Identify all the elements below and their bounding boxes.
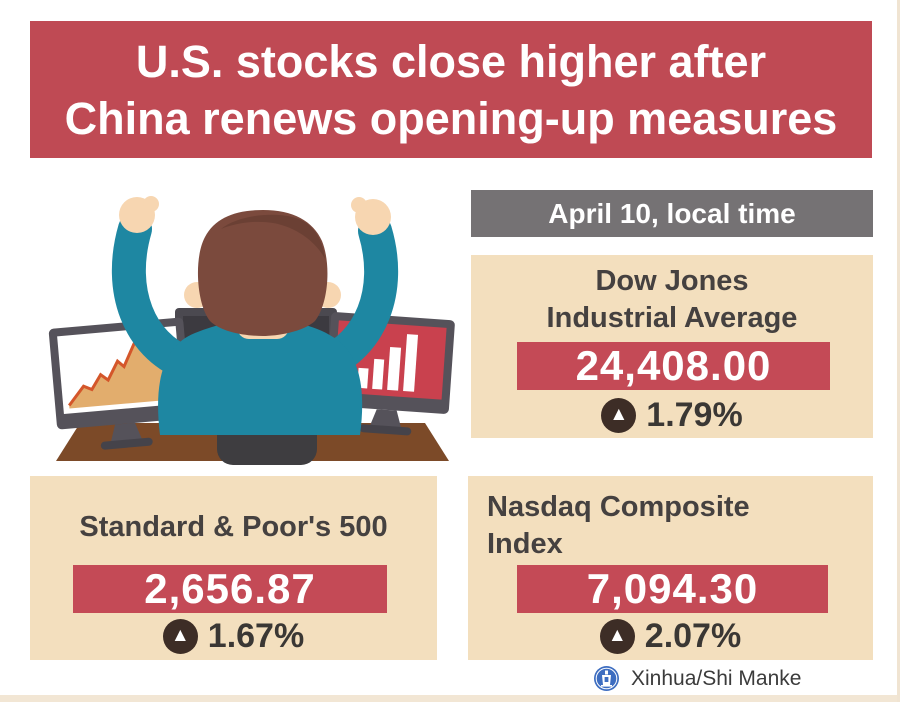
headline-line1: U.S. stocks close higher after [135,35,767,87]
index-value: 24,408.00 [575,342,772,389]
index-value-bar: 24,408.00 [517,342,830,390]
index-change: 1.79% [646,395,743,434]
index-card-dow-jones: Dow Jones Industrial Average 24,408.00 ▲… [471,255,873,438]
index-name: Standard & Poor's 500 [79,511,388,543]
index-change-row: ▲ 2.07% [468,616,873,656]
headline-banner: U.S. stocks close higher after China ren… [30,21,872,158]
right-edge-strip [897,0,900,702]
up-arrow-icon: ▲ [162,618,198,654]
trader-illustration [48,196,455,465]
date-label: April 10, local time [548,197,796,229]
index-card-sp500: Standard & Poor's 500 2,656.87 ▲ 1.67% [30,476,437,660]
footer: Xinhua/Shi Manke [0,662,900,695]
up-arrow-icon: ▲ [599,618,635,654]
index-change: 1.67% [207,616,305,655]
index-value-bar: 2,656.87 [73,565,387,613]
index-name: Dow Jones Industrial Average [546,265,798,334]
index-card-nasdaq: Nasdaq Composite Index 7,094.30 ▲ 2.07% [468,476,873,660]
bottom-edge-strip [0,695,900,702]
index-value: 7,094.30 [586,565,759,612]
trader-person [111,196,399,435]
index-change-row: ▲ 1.67% [30,616,437,656]
index-value: 2,656.87 [144,565,316,612]
right-monitor-bar-chart [325,312,455,436]
photo-credit: Xinhua/Shi Manke [631,667,802,690]
headline-line2: China renews opening-up measures [64,92,838,144]
index-change-row: ▲ 1.79% [471,395,873,435]
xinhua-logo-icon [594,666,619,691]
index-value-bar: 7,094.30 [517,565,828,613]
date-banner: April 10, local time [471,190,873,237]
up-arrow-icon: ▲ [601,397,637,433]
index-name: Nasdaq Composite Index [487,491,750,560]
index-change: 2.07% [644,616,742,655]
